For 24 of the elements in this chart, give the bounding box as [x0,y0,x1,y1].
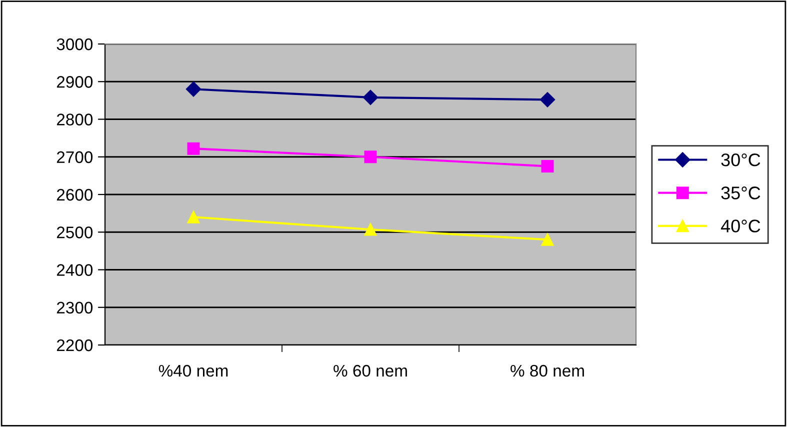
y-tick-label: 2400 [56,264,93,276]
legend-label: 35°C [721,186,760,200]
x-tick-label: %40 nem [158,364,228,377]
legend-label: 30°C [721,153,760,166]
x-tick-label: % 60 nem [334,364,407,377]
y-tick-label: 2800 [56,114,93,126]
y-tick-label: 3000 [56,38,93,50]
point [362,90,378,105]
point [541,160,554,173]
point [187,142,200,155]
y-tick-label: 2700 [56,151,93,164]
x-tick-label: % 80 nem [510,364,584,377]
point [364,150,377,164]
y-tick-label: 2900 [56,76,93,88]
point [540,92,556,108]
point [364,223,377,236]
y-tick-label: 2200 [56,339,93,352]
y-tick-label: 2500 [56,226,93,238]
point [187,210,200,224]
y-tick-label: 2600 [56,188,93,201]
point [186,82,202,97]
point [541,233,554,246]
legend-label: 40°C [720,220,760,232]
y-tick-label: 2300 [56,302,93,314]
